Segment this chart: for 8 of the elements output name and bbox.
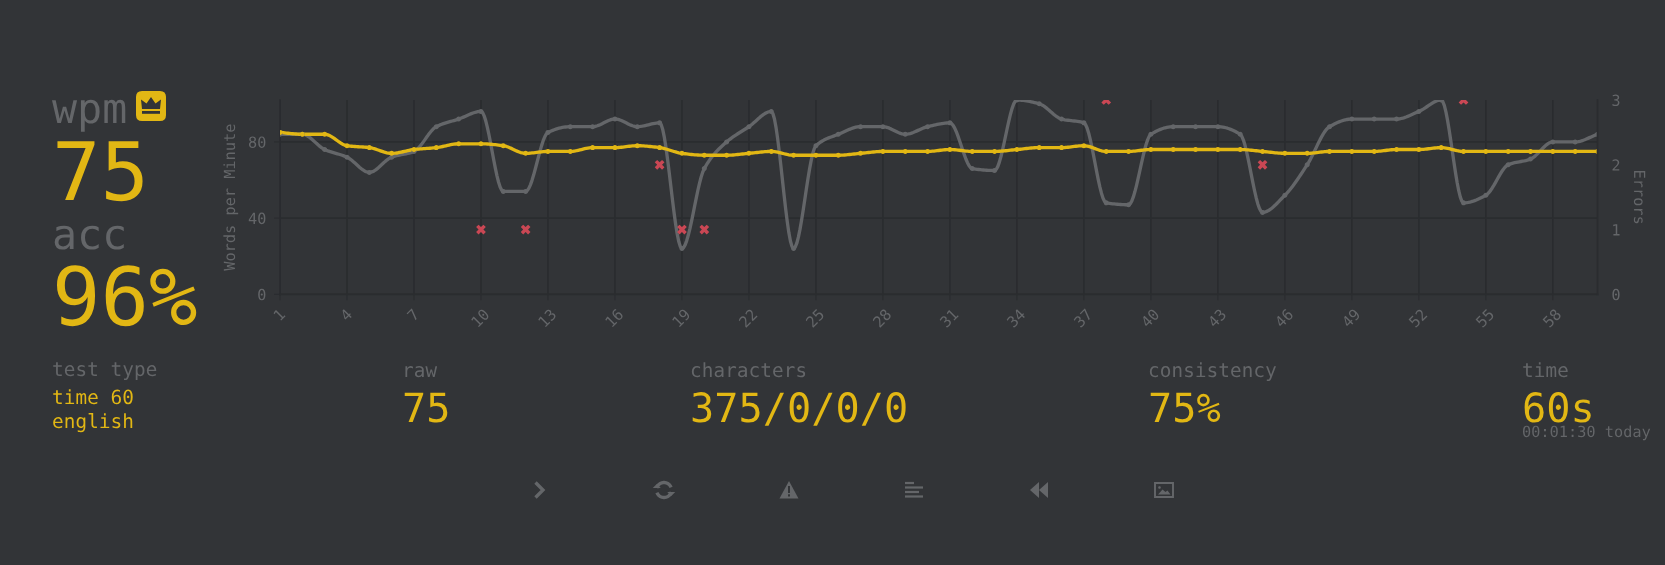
text: 75: [404, 392, 448, 423]
text: 75%: [1150, 392, 1221, 423]
text: 375/0/0/0: [692, 392, 906, 426]
text: 60s: [1524, 392, 1591, 423]
text: english: [53, 413, 133, 433]
text: 96%: [57, 265, 197, 327]
text: time 60: [53, 389, 133, 405]
text: 75: [57, 141, 143, 202]
